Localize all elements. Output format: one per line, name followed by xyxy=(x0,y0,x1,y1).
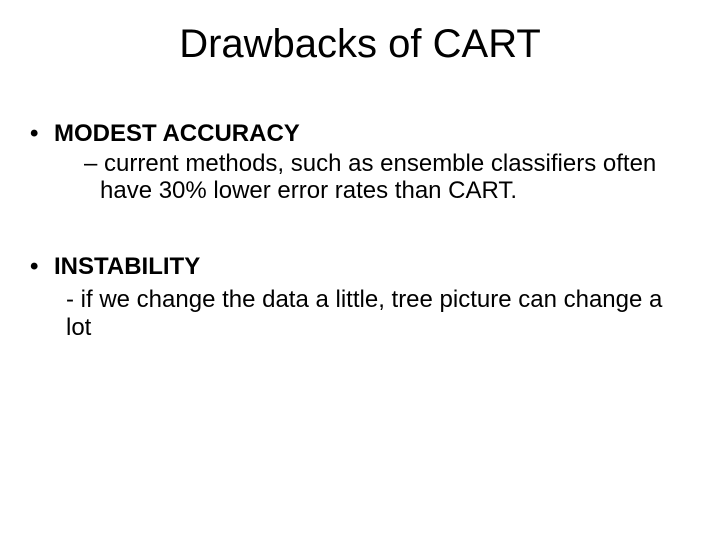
slide: Drawbacks of CART MODEST ACCURACY – curr… xyxy=(0,0,720,540)
subbullet-modest-accuracy: – current methods, such as ensemble clas… xyxy=(84,150,666,205)
subbullet-instability: - if we change the data a little, tree p… xyxy=(66,286,666,341)
slide-title: Drawbacks of CART xyxy=(0,22,720,67)
bullet-modest-accuracy: MODEST ACCURACY xyxy=(54,120,666,148)
slide-body: MODEST ACCURACY – current methods, such … xyxy=(54,120,666,342)
spacer xyxy=(54,205,666,253)
bullet-instability: INSTABILITY xyxy=(54,253,666,281)
